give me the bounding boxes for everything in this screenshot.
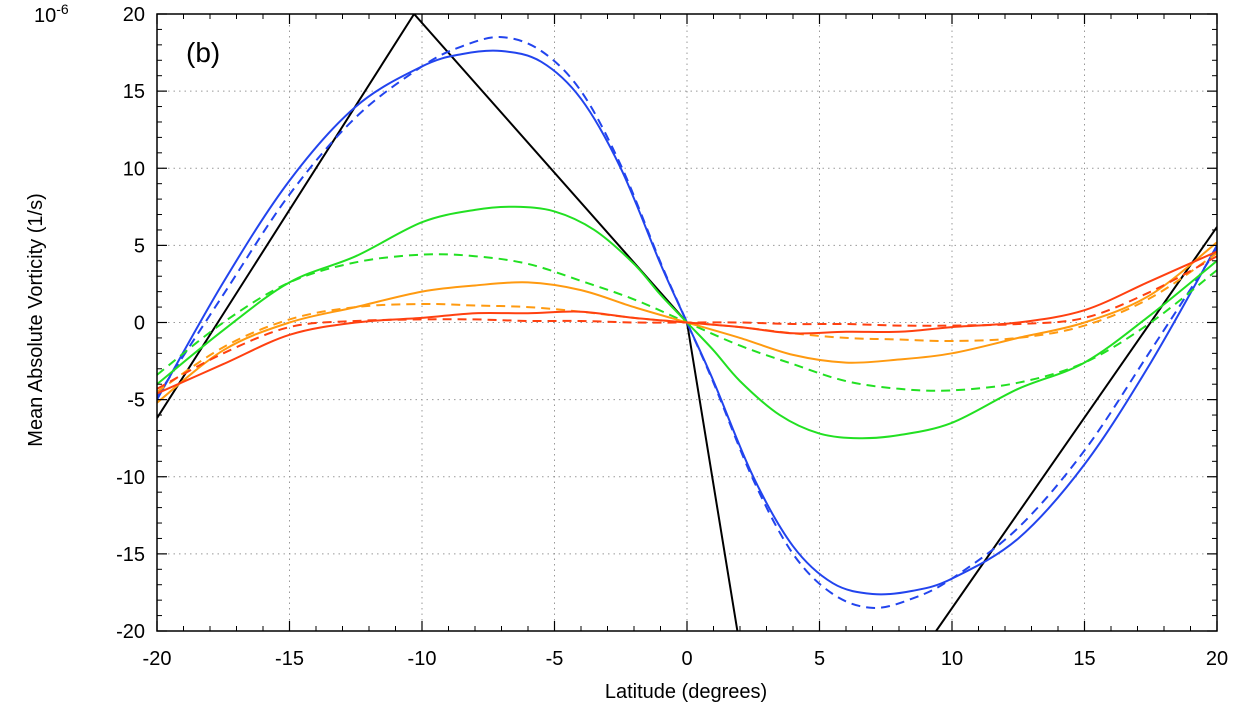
series-line-8	[157, 252, 1217, 393]
x-tick-label: 20	[1206, 648, 1228, 670]
x-axis-label: Latitude (degrees)	[605, 681, 767, 703]
x-tick-label: -15	[275, 648, 304, 670]
axis-ticks: -20 -15 -10 -5 0 5 10 15 20 -20 -15 -10 -5 0 5 10 15 20	[116, 4, 1228, 670]
y-tick-label: -20	[116, 621, 145, 643]
y-tick-label: 0	[134, 313, 145, 335]
x-tick-label: -5	[546, 648, 564, 670]
x-tick-label: 10	[941, 648, 963, 670]
x-tick-label: -20	[143, 648, 172, 670]
y-axis-label: Mean Absolute Vorticity (1/s)	[25, 193, 47, 446]
y-multiplier-base: 10	[34, 5, 56, 27]
series-layer	[157, 14, 1217, 631]
y-tick-label: -15	[116, 544, 145, 566]
y-tick-label: 10	[123, 158, 145, 180]
x-tick-label: 15	[1073, 648, 1095, 670]
y-tick-label: -10	[116, 467, 145, 489]
y-multiplier-exponent: -6	[56, 1, 69, 17]
y-tick-label: 15	[123, 81, 145, 103]
x-tick-label: 0	[681, 648, 692, 670]
y-tick-label: -5	[127, 390, 145, 412]
y-tick-label: 20	[123, 4, 145, 26]
series-line-10	[157, 255, 1217, 390]
x-tick-label: -10	[408, 648, 437, 670]
y-tick-label: 5	[134, 235, 145, 257]
x-tick-label: 5	[814, 648, 825, 670]
series-line-1	[157, 14, 739, 631]
y-axis-multiplier: 10-6	[34, 1, 69, 27]
panel-label: (b)	[186, 37, 220, 68]
series-line-2	[935, 226, 1217, 631]
